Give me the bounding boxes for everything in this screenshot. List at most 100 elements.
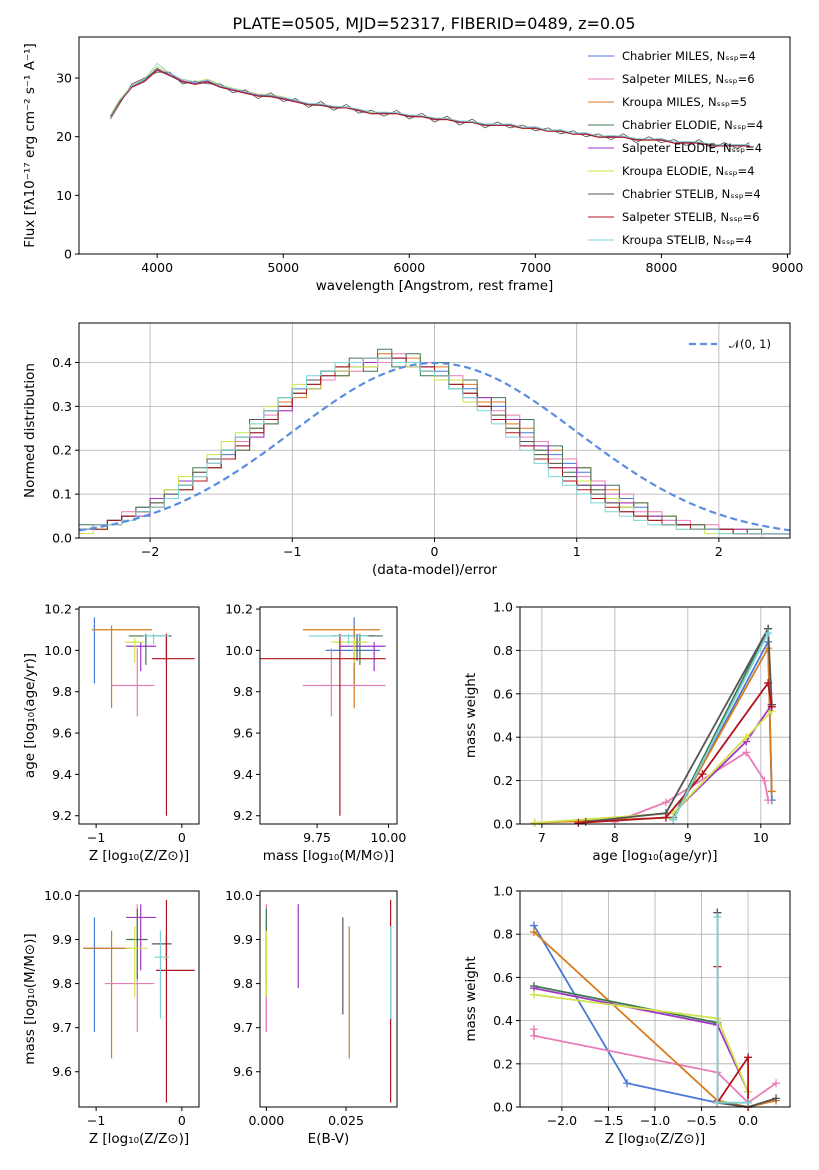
age_vs_Z-frame bbox=[78, 606, 200, 825]
weight_vs_Z-ytick-label: 0.2 bbox=[493, 1056, 513, 1071]
weight_vs_Z-line-5 bbox=[533, 993, 749, 1093]
residuals-ytick-label: 0.1 bbox=[52, 487, 72, 502]
weight_vs_age-line-8 bbox=[672, 632, 769, 821]
weight_vs_age-marker-5 bbox=[742, 733, 751, 742]
legend-entry-7: Salpeter STELIB, Nₛₛₚ=6 bbox=[622, 210, 760, 224]
age_vs_Z-ytick-label: 9.6 bbox=[52, 726, 72, 741]
weight_vs_age-marker-1 bbox=[760, 776, 769, 785]
mass_vs_ebv-ytick-label: 9.6 bbox=[233, 1064, 253, 1079]
weight_vs_Z-marker-8 bbox=[713, 1098, 722, 1107]
age_vs_mass-ytick-label: 10.0 bbox=[225, 643, 253, 658]
weight_vs_age-marker-1 bbox=[764, 796, 773, 805]
weight_vs_age-marker-7 bbox=[764, 678, 773, 687]
weight_vs_age-marker-5 bbox=[530, 818, 539, 827]
age_vs_Z-xtick-label: 0 bbox=[178, 830, 186, 845]
residuals-ylabel: Normed distribution bbox=[22, 363, 38, 498]
age_vs_mass-xtick-label: 9.75 bbox=[303, 830, 331, 845]
age_vs_mass-frame bbox=[259, 606, 398, 825]
weight_vs_Z-ytick-label: 0.0 bbox=[493, 1100, 513, 1115]
age_vs_Z-ytick-label: 10.2 bbox=[44, 602, 72, 617]
legend-entry-0: Chabrier MILES, Nₛₛₚ=4 bbox=[622, 49, 756, 63]
age_vs_mass-ytick-label: 10.2 bbox=[225, 602, 253, 617]
mass_vs_ebv-frame bbox=[259, 890, 398, 1108]
spectrum-xtick-label: 4000 bbox=[141, 260, 173, 275]
weight_vs_Z-line-8 bbox=[716, 916, 749, 1104]
weight_vs_Z-xtick-label: −1.5 bbox=[593, 1113, 623, 1128]
age_vs_Z-ytick-label: 9.4 bbox=[52, 767, 72, 782]
age_vs_Z-xtick-label: −1 bbox=[87, 830, 105, 845]
weight_vs_Z-ytick-label: 0.6 bbox=[493, 970, 513, 985]
residuals-xlabel: (data-model)/error bbox=[372, 562, 498, 578]
weight_vs_Z-ylabel: mass weight bbox=[463, 956, 479, 1041]
mass_vs_ebv-xtick-label: 0.025 bbox=[328, 1113, 364, 1128]
weight_vs_Z-line-0 bbox=[533, 925, 749, 1107]
weight_vs_age-line-5 bbox=[534, 710, 773, 824]
weight_vs_age-ylabel: mass weight bbox=[463, 673, 479, 758]
weight_vs_Z-marker-0 bbox=[623, 1079, 632, 1088]
weight_vs_age-marker-2 bbox=[767, 787, 776, 796]
weight_vs_Z-xlabel: Z [log₁₀(Z/Z⊙)] bbox=[605, 1131, 705, 1147]
mass_vs_Z-ylabel: mass [log₁₀(M/M⊙)] bbox=[22, 933, 38, 1064]
weight_vs_age-marker-7 bbox=[661, 813, 670, 822]
weight_vs_age-xtick-label: 9 bbox=[684, 830, 692, 845]
weight_vs_Z-xtick-label: 0.0 bbox=[738, 1113, 758, 1128]
spectrum-line-6 bbox=[110, 71, 750, 149]
residuals-ytick-label: 0.2 bbox=[52, 443, 72, 458]
weight_vs_age-xtick-label: 7 bbox=[538, 830, 546, 845]
mass_vs_Z-ytick-label: 9.8 bbox=[52, 976, 72, 991]
weight_vs_age-ytick-label: 1.0 bbox=[493, 600, 513, 615]
figure-title: PLATE=0505, MJD=52317, FIBERID=0489, z=0… bbox=[232, 14, 635, 33]
residuals-frame bbox=[78, 322, 791, 539]
weight_vs_age-marker-7 bbox=[574, 818, 583, 827]
weight_vs_age-ytick-label: 0.2 bbox=[493, 773, 513, 788]
spectrum-line-8 bbox=[110, 62, 750, 146]
weight_vs_Z-marker-1 bbox=[772, 1079, 781, 1088]
legend-entry-8: Kroupa STELIB, Nₛₛₚ=4 bbox=[622, 233, 752, 247]
mass_vs_Z-ytick-label: 10.0 bbox=[44, 888, 72, 903]
weight_vs_age-line-6 bbox=[585, 625, 773, 823]
spectrum-xlabel: wavelength [Angstrom, rest frame] bbox=[316, 278, 554, 294]
spectrum-ytick-label: 10 bbox=[56, 188, 72, 203]
spectrum-ytick-label: 30 bbox=[56, 71, 72, 86]
weight_vs_Z-ytick-label: 0.4 bbox=[493, 1013, 513, 1028]
weight_vs_Z-line-4 bbox=[533, 987, 749, 1093]
residuals-xtick-label: −2 bbox=[141, 544, 159, 559]
legend-entry-3: Chabrier ELODIE, Nₛₛₚ=4 bbox=[622, 118, 763, 132]
weight_vs_Z-xtick-label: −1.0 bbox=[640, 1113, 670, 1128]
weight_vs_Z-ytick-label: 1.0 bbox=[493, 884, 513, 899]
mass_vs_Z-xlabel: Z [log₁₀(Z/Z⊙)] bbox=[89, 1131, 189, 1147]
residuals-xtick-label: 1 bbox=[573, 544, 581, 559]
spectrum-xtick-label: 6000 bbox=[393, 260, 425, 275]
weight_vs_age-marker-1 bbox=[742, 748, 751, 757]
weight_vs_Z-marker-5 bbox=[529, 990, 538, 999]
weight_vs_Z-line-2 bbox=[533, 931, 777, 1107]
age_vs_Z-ytick-label: 10.0 bbox=[44, 643, 72, 658]
age_vs_mass-xlabel: mass [log₁₀(M/M⊙)] bbox=[263, 848, 394, 864]
weight_vs_Z-marker-2 bbox=[529, 928, 538, 937]
weight_vs_Z-ytick-label: 0.8 bbox=[493, 927, 513, 942]
spectrum-xtick-label: 5000 bbox=[267, 260, 299, 275]
weight_vs_Z-xtick-label: −0.5 bbox=[686, 1113, 716, 1128]
spectrum-xtick-label: 9000 bbox=[772, 260, 804, 275]
spectrum-frame bbox=[78, 36, 791, 255]
mass_vs_Z-ytick-label: 9.9 bbox=[52, 932, 72, 947]
mass_vs_ebv-xtick-label: 0.000 bbox=[248, 1113, 284, 1128]
gaussian-legend-label: 𝒩(0, 1) bbox=[729, 337, 771, 351]
age_vs_Z-ylabel: age [log₁₀(age/yr)] bbox=[22, 653, 38, 778]
weight_vs_age-ytick-label: 0.8 bbox=[493, 643, 513, 658]
legend-entry-5: Kroupa ELODIE, Nₛₛₚ=4 bbox=[622, 164, 755, 178]
weight_vs_Z-frame bbox=[519, 890, 791, 1108]
weight_vs_Z-marker-7 bbox=[744, 1053, 753, 1062]
mass_vs_ebv-ytick-label: 9.9 bbox=[233, 932, 253, 947]
weight_vs_age-marker-7 bbox=[767, 702, 776, 711]
weight_vs_age-line-3 bbox=[672, 628, 769, 818]
weight_vs_age-marker-8 bbox=[669, 815, 678, 824]
age_vs_mass-ytick-label: 9.8 bbox=[233, 684, 253, 699]
spectrum-ytick-label: 0 bbox=[64, 247, 72, 262]
gaussian-reference-line bbox=[79, 361, 790, 532]
mass_vs_Z-ytick-label: 9.6 bbox=[52, 1064, 72, 1079]
weight_vs_age-ytick-label: 0.6 bbox=[493, 686, 513, 701]
weight_vs_age-ytick-label: 0.4 bbox=[493, 730, 513, 745]
weight_vs_age-marker-1 bbox=[661, 798, 670, 807]
